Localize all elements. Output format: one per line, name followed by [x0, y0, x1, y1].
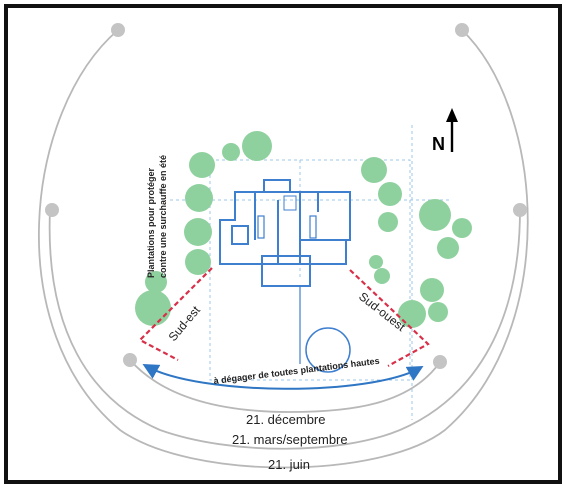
sun-position-dots [45, 23, 527, 369]
tree [189, 152, 215, 178]
clear-zone-arrow [142, 364, 424, 390]
tree [428, 302, 448, 322]
planting-note-line2: contre une surchauffe en été [158, 155, 168, 278]
tree [184, 218, 212, 246]
southeast-line [138, 267, 213, 361]
frame [4, 4, 562, 484]
north-label: N [432, 134, 445, 154]
terrace [261, 255, 311, 287]
sun-path-arcs [38, 29, 529, 469]
sun-dot [433, 355, 447, 369]
room [231, 225, 249, 245]
sun-dot [111, 23, 125, 37]
tree [242, 131, 272, 161]
tree [185, 184, 213, 212]
tree [222, 143, 240, 161]
house-plan [219, 179, 351, 373]
tree [378, 212, 398, 232]
fireplace [309, 215, 317, 239]
fireplace [257, 215, 265, 239]
sun-dot [455, 23, 469, 37]
house-outline [219, 191, 351, 265]
trees [135, 131, 472, 328]
sun-path-december-label: 21. décembre [246, 412, 326, 427]
north-arrow: N [432, 108, 458, 154]
sun-path-equinox-label: 21. mars/septembre [232, 432, 348, 447]
tree [185, 249, 211, 275]
north-arrow-head [446, 108, 458, 122]
tree [369, 255, 383, 269]
tree [452, 218, 472, 238]
tree [145, 271, 167, 293]
stair-steps [283, 195, 297, 211]
sun-dot [45, 203, 59, 217]
arc-equinox [48, 209, 521, 450]
sun-dot [123, 353, 137, 367]
stair-block [263, 179, 291, 193]
orientation-lines [138, 267, 430, 367]
arc-june [38, 29, 529, 469]
southwest-line [349, 269, 430, 367]
tree [378, 182, 402, 206]
tree [135, 290, 171, 326]
arc-december [129, 359, 441, 413]
planting-note-line1: Plantations pour protéger [146, 167, 156, 278]
tree [419, 199, 451, 231]
tree [420, 278, 444, 302]
sun-path-june-label: 21. juin [268, 457, 310, 472]
tree [437, 237, 459, 259]
sun-dot [513, 203, 527, 217]
tree [374, 268, 390, 284]
tree [361, 157, 387, 183]
